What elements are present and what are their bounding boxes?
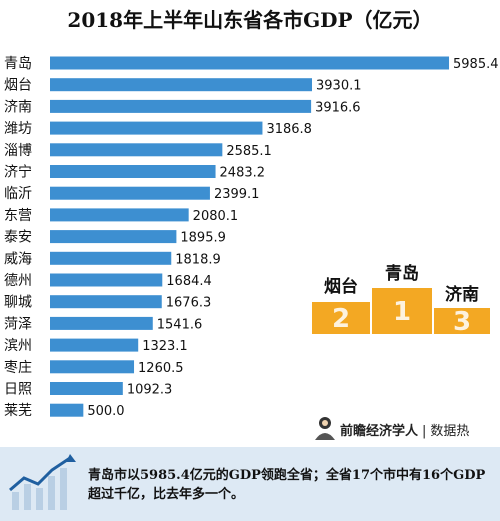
footer-note: 青岛市以5985.4亿元的GDP领跑全省；全省17个市中有16个GDP超过千亿，… <box>88 468 486 502</box>
brand-separator: | <box>422 424 427 439</box>
brand-sub: 数据热 <box>430 424 470 439</box>
brand-label: 前瞻经济学人 | 数据热 <box>340 420 469 439</box>
bar <box>50 165 216 178</box>
bar <box>50 230 177 244</box>
category-label: 淄博 <box>4 142 32 159</box>
value-label: 1323.1 <box>142 339 188 354</box>
bar <box>50 403 84 417</box>
podium-rank: 1 <box>393 297 411 327</box>
value-label: 3930.1 <box>316 79 362 94</box>
value-label: 1818.9 <box>175 252 221 267</box>
category-label: 枣庄 <box>4 359 32 376</box>
category-label: 莱芜 <box>4 402 32 419</box>
bar <box>50 316 153 330</box>
value-label: 1895.9 <box>180 231 226 246</box>
podium-rank: 2 <box>332 304 350 334</box>
bar <box>50 78 313 92</box>
chart-title: 2018年上半年山东省各市GDP（亿元） <box>67 8 433 32</box>
category-label: 滨州 <box>4 338 32 354</box>
footer-band <box>0 447 500 521</box>
podium-rank: 3 <box>453 307 471 337</box>
value-label: 1092.3 <box>127 383 173 398</box>
growth-chart-icon <box>9 454 76 510</box>
category-label: 济宁 <box>4 164 32 181</box>
category-label: 菏泽 <box>4 316 32 332</box>
category-label: 聊城 <box>4 295 32 311</box>
value-label: 2585.1 <box>226 144 272 159</box>
bar <box>50 382 123 395</box>
bar <box>50 208 189 222</box>
podium-block <box>434 308 490 334</box>
bar <box>50 56 450 70</box>
podium-city-label: 济南 <box>445 284 479 305</box>
category-label: 潍坊 <box>4 121 32 137</box>
value-label: 1684.4 <box>166 274 212 289</box>
value-label: 1541.6 <box>157 317 203 332</box>
category-label: 德州 <box>4 273 32 289</box>
bar <box>50 99 312 113</box>
category-label: 济南 <box>4 99 32 115</box>
category-label: 烟台 <box>4 78 32 94</box>
bar <box>50 121 263 135</box>
value-label: 1676.3 <box>166 296 212 311</box>
person-avatar-icon <box>315 417 335 440</box>
value-label: 3916.6 <box>315 100 361 115</box>
podium-city-label: 青岛 <box>385 263 419 284</box>
value-label: 3186.8 <box>266 122 312 137</box>
podium-block <box>312 302 370 334</box>
value-label: 2483.2 <box>220 166 266 181</box>
bar <box>50 360 135 374</box>
category-label: 临沂 <box>4 186 32 202</box>
category-label: 威海 <box>4 251 32 267</box>
category-label: 日照 <box>4 382 32 398</box>
bar <box>50 143 223 157</box>
bar <box>50 295 162 309</box>
bar <box>50 251 172 265</box>
podium-city-label: 烟台 <box>324 276 358 297</box>
brand-name: 前瞻经济学人 <box>340 424 419 439</box>
bar <box>50 186 210 200</box>
bar-chart: 青岛 5985.4 烟台 3930.1 济南 3916.6 潍坊 3186.8 淄博 2585.1… <box>4 56 499 419</box>
value-label: 500.0 <box>87 404 124 419</box>
value-label: 2080.1 <box>193 209 239 224</box>
value-label: 2399.1 <box>214 187 260 202</box>
bar <box>50 273 163 287</box>
value-label: 1260.5 <box>138 361 184 376</box>
category-label: 东营 <box>4 208 32 224</box>
bar <box>50 338 139 352</box>
category-label: 泰安 <box>4 230 32 246</box>
podium-block <box>372 288 432 334</box>
category-label: 青岛 <box>4 56 32 72</box>
value-label: 5985.4 <box>453 57 499 72</box>
